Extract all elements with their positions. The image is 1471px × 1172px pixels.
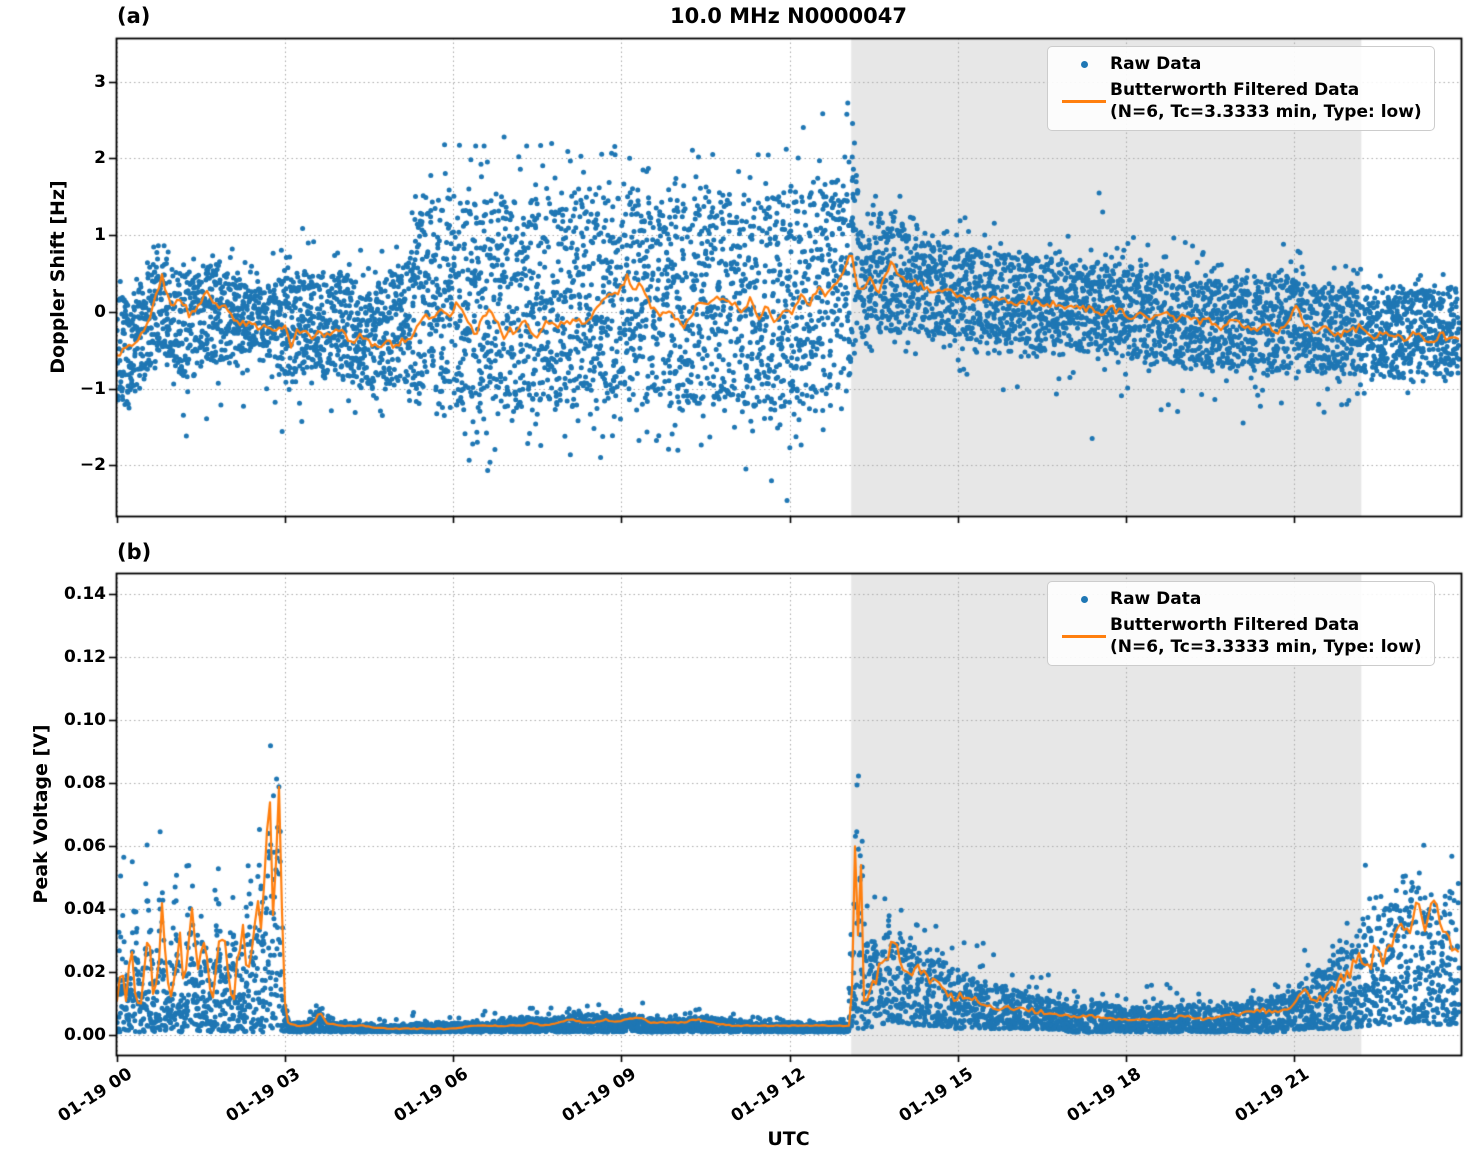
panel-b-label: (b) bbox=[117, 540, 152, 564]
y-tick-label: 0.02 bbox=[64, 962, 106, 983]
raw-dot-icon bbox=[1080, 596, 1088, 604]
filtered-line-icon bbox=[1062, 100, 1106, 103]
legend-a: Raw Data Butterworth Filtered Data (N=6,… bbox=[1047, 46, 1435, 131]
raw-dot-icon bbox=[1080, 61, 1088, 69]
legend-filtered-label-line2: (N=6, Tc=3.3333 min, Type: low) bbox=[1110, 636, 1422, 657]
legend-a-raw-row: Raw Data bbox=[1058, 54, 1422, 75]
y-tick-label: 1 bbox=[94, 225, 106, 246]
y-tick-label: 0.14 bbox=[64, 584, 106, 605]
legend-b-filtered-row: Butterworth Filtered Data (N=6, Tc=3.333… bbox=[1058, 615, 1422, 658]
x-axis-label: UTC bbox=[767, 1128, 810, 1150]
y-tick-label: 3 bbox=[94, 71, 106, 92]
legend-filtered-label: Butterworth Filtered Data (N=6, Tc=3.333… bbox=[1110, 80, 1422, 123]
legend-filtered-label-line1: Butterworth Filtered Data bbox=[1110, 615, 1360, 636]
y-tick-label: 0.00 bbox=[64, 1025, 106, 1046]
y-tick-label: 0 bbox=[94, 301, 106, 322]
filtered-line-marker bbox=[1058, 635, 1110, 638]
y-tick-label: 0.10 bbox=[64, 710, 106, 731]
legend-b: Raw Data Butterworth Filtered Data (N=6,… bbox=[1047, 581, 1435, 666]
figure-title: 10.0 MHz N0000047 bbox=[670, 4, 907, 28]
legend-b-raw-row: Raw Data bbox=[1058, 589, 1422, 610]
y-tick-label: 0.06 bbox=[64, 836, 106, 857]
legend-filtered-label: Butterworth Filtered Data (N=6, Tc=3.333… bbox=[1110, 615, 1422, 658]
y-tick-label: 0.04 bbox=[64, 899, 106, 920]
y-tick-label: −2 bbox=[79, 455, 106, 476]
filtered-line-icon bbox=[1062, 635, 1106, 638]
y-tick-label: 2 bbox=[94, 148, 106, 169]
y-axis-label-a: Doppler Shift [Hz] bbox=[47, 180, 69, 374]
raw-data-marker bbox=[1058, 596, 1110, 604]
y-tick-label: 0.12 bbox=[64, 647, 106, 668]
legend-filtered-label-line1: Butterworth Filtered Data bbox=[1110, 80, 1360, 101]
raw-data-marker bbox=[1058, 61, 1110, 69]
legend-a-filtered-row: Butterworth Filtered Data (N=6, Tc=3.333… bbox=[1058, 80, 1422, 123]
panel-a-label: (a) bbox=[117, 4, 151, 28]
y-tick-label: 0.08 bbox=[64, 773, 106, 794]
legend-raw-label: Raw Data bbox=[1110, 54, 1202, 74]
legend-filtered-label-line2: (N=6, Tc=3.3333 min, Type: low) bbox=[1110, 101, 1422, 122]
y-axis-label-b: Peak Voltage [V] bbox=[30, 724, 52, 904]
filtered-line-marker bbox=[1058, 100, 1110, 103]
y-tick-label: −1 bbox=[79, 378, 106, 399]
legend-raw-label: Raw Data bbox=[1110, 589, 1202, 609]
